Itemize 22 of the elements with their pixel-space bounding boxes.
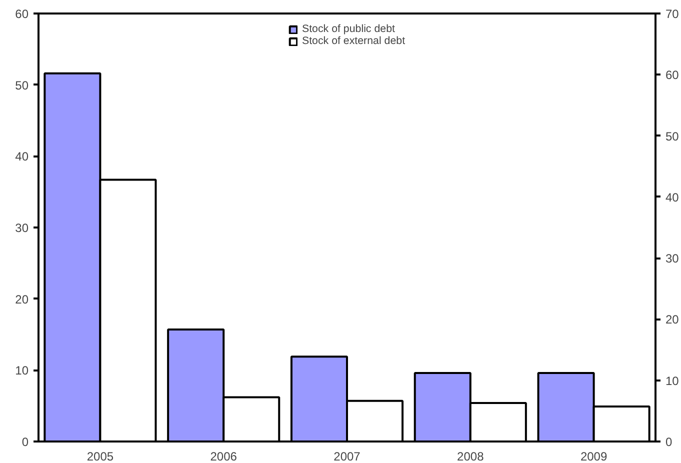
y-tick-label: 60	[15, 7, 29, 21]
x-tick-label: 2006	[210, 450, 238, 463]
y-tick-label: 10	[15, 364, 29, 378]
y-tick-label: 50	[15, 78, 29, 92]
legend-label: Stock of external debt	[302, 35, 406, 47]
y2-tick-label: 50	[666, 129, 680, 144]
y-tick-label: 20	[15, 292, 29, 306]
y-tick-label: 40	[15, 150, 29, 164]
y2-tick-label: 10	[666, 374, 680, 388]
y2-tick-label: 40	[666, 190, 680, 204]
x-tick-label: 2007	[334, 450, 361, 463]
legend-label: Stock of public debt	[302, 23, 395, 35]
y2-tick-label: 0	[666, 435, 672, 449]
y-tick-label: 30	[15, 221, 29, 235]
y2-tick-label: 70	[666, 7, 680, 21]
x-tick-label: 2005	[86, 450, 114, 463]
x-tick-label: 2009	[580, 450, 608, 463]
y2-tick-label: 30	[666, 252, 680, 266]
y-tick-label: 0	[22, 435, 29, 449]
y2-tick-label: 20	[666, 312, 680, 327]
x-tick-label: 2008	[457, 450, 484, 463]
y2-tick-label: 60	[666, 68, 680, 82]
